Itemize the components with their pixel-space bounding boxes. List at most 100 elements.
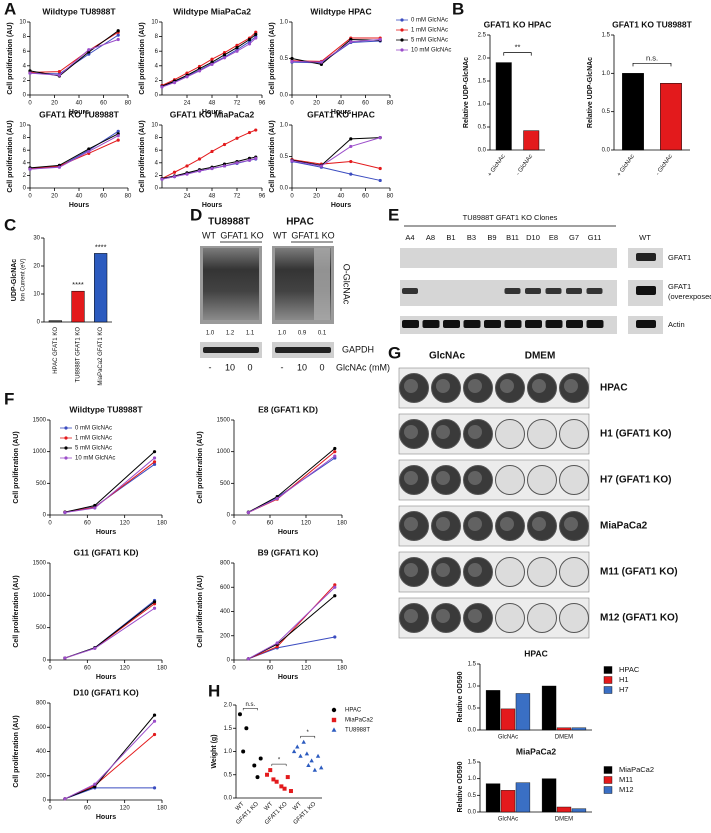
well bbox=[495, 419, 525, 449]
x-tick-label: 120 bbox=[120, 521, 131, 527]
y-tick-label: 0.0 bbox=[478, 148, 487, 154]
y-tick-label: 4 bbox=[155, 63, 159, 69]
y-tick-label: 1000 bbox=[33, 449, 47, 455]
data-point bbox=[152, 456, 157, 460]
y-tick-label: 0 bbox=[23, 186, 27, 192]
well-texture bbox=[436, 471, 450, 485]
data-point bbox=[319, 765, 324, 770]
data-point bbox=[241, 749, 246, 754]
x-tick-label: 20 bbox=[51, 101, 58, 107]
series-line bbox=[29, 130, 119, 170]
bar bbox=[660, 83, 682, 151]
data-point bbox=[333, 635, 337, 639]
data-point bbox=[254, 32, 258, 37]
blot-band bbox=[525, 320, 542, 328]
bar bbox=[515, 782, 531, 813]
loading-label: GAPDH bbox=[342, 344, 374, 354]
series-line bbox=[291, 137, 381, 166]
cell-line-label: HPAC bbox=[286, 217, 314, 228]
y-tick-label: 0.0 bbox=[468, 810, 477, 816]
legend-swatch bbox=[331, 707, 337, 713]
data-point bbox=[247, 158, 252, 162]
well-texture bbox=[436, 425, 450, 439]
series-line bbox=[29, 135, 119, 170]
blot-band bbox=[545, 320, 563, 328]
data-point bbox=[210, 60, 214, 64]
y-tick-label: 0 bbox=[227, 513, 231, 519]
bar bbox=[515, 693, 531, 731]
quantification: 0.9 bbox=[298, 331, 307, 337]
blot-band bbox=[504, 320, 522, 328]
x-tick-label: 60 bbox=[100, 194, 107, 200]
data-point bbox=[222, 56, 227, 60]
legend-swatch bbox=[603, 676, 613, 684]
x-tick-label: TU8988T GFAT1 KO bbox=[76, 327, 82, 383]
significance-bracket bbox=[300, 735, 316, 739]
series-line bbox=[29, 30, 119, 77]
x-tick-label: 48 bbox=[209, 101, 216, 107]
data-point bbox=[333, 450, 337, 454]
x-tick-label: 180 bbox=[157, 521, 168, 527]
y-tick-label: 0 bbox=[155, 93, 159, 99]
bar bbox=[571, 727, 587, 731]
series-line bbox=[161, 157, 256, 180]
significance-label: * bbox=[278, 758, 281, 764]
x-tick-label: 60 bbox=[84, 521, 91, 527]
blot-band bbox=[566, 320, 583, 328]
well-texture bbox=[468, 425, 482, 439]
well-texture bbox=[436, 379, 450, 393]
data-point bbox=[152, 606, 157, 610]
panel-letter: D bbox=[190, 205, 202, 224]
data-point bbox=[333, 454, 337, 458]
well-texture bbox=[404, 609, 418, 623]
legend-swatch bbox=[603, 766, 613, 774]
x-tick-label: 40 bbox=[76, 194, 83, 200]
x-tick-label: 40 bbox=[76, 101, 83, 107]
x-tick-label: 180 bbox=[157, 666, 168, 672]
blot-band bbox=[636, 286, 656, 295]
data-point bbox=[185, 164, 189, 168]
y-tick-label: 1.5 bbox=[224, 726, 233, 732]
data-point bbox=[290, 59, 294, 64]
y-axis-label: Relative OD590 bbox=[457, 761, 464, 812]
panel-letter: B bbox=[452, 0, 464, 18]
quantification: 1.2 bbox=[226, 331, 235, 337]
treatment-label: 0 bbox=[247, 362, 252, 372]
y-tick-label: 1.0 bbox=[280, 123, 289, 129]
well-texture bbox=[436, 517, 450, 531]
significance-label: * bbox=[306, 730, 309, 736]
x-tick-label: 96 bbox=[259, 194, 266, 200]
clone-label: B3 bbox=[467, 233, 476, 242]
y-tick-label: 1000 bbox=[33, 593, 47, 599]
x-tick-label: GlcNAc bbox=[498, 735, 518, 741]
data-point bbox=[116, 33, 120, 37]
data-point bbox=[378, 37, 382, 42]
data-point bbox=[247, 37, 252, 42]
data-point bbox=[235, 49, 239, 53]
series-line bbox=[161, 156, 256, 180]
y-tick-label: 0.5 bbox=[468, 793, 477, 799]
data-point bbox=[28, 69, 32, 73]
data-point bbox=[268, 768, 273, 773]
data-point bbox=[57, 165, 62, 169]
y-tick-label: 2 bbox=[23, 173, 27, 179]
legend-swatch bbox=[400, 28, 404, 32]
legend-label: TU8988T bbox=[345, 728, 370, 734]
blot-band bbox=[525, 288, 541, 294]
data-point bbox=[185, 172, 189, 176]
y-tick-label: 1000 bbox=[217, 449, 231, 455]
series-line bbox=[248, 586, 336, 660]
bar bbox=[622, 73, 644, 151]
clone-label: E8 bbox=[549, 233, 558, 242]
blot-band bbox=[566, 288, 582, 294]
series-line bbox=[64, 457, 155, 513]
x-tick-label: 80 bbox=[387, 194, 394, 200]
data-point bbox=[172, 175, 177, 179]
well-texture bbox=[404, 425, 418, 439]
series-line bbox=[64, 734, 155, 800]
y-tick-label: 1.5 bbox=[602, 33, 611, 39]
data-point bbox=[237, 712, 242, 717]
chart-title: GFAT1 KO HPAC bbox=[484, 19, 552, 29]
y-tick-label: 0.5 bbox=[602, 109, 611, 115]
data-point bbox=[349, 40, 353, 44]
